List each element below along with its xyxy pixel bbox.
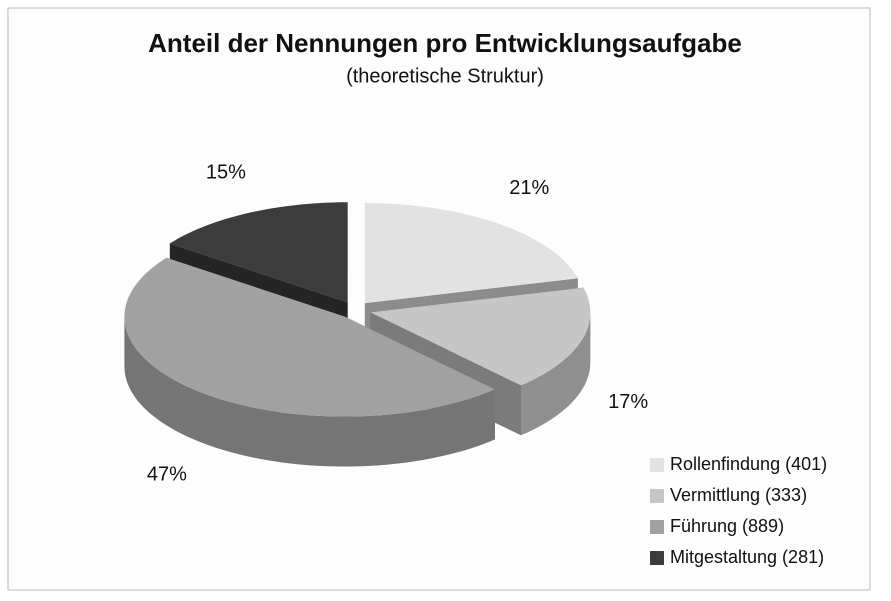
- slice: [370, 287, 591, 436]
- slice-top: [370, 287, 591, 386]
- slice-top: [124, 257, 496, 417]
- slice: [124, 257, 496, 467]
- legend-swatch: [650, 520, 664, 534]
- legend-swatch: [650, 551, 664, 565]
- data-label: 47%: [147, 464, 187, 486]
- legend-label: Führung (889): [670, 516, 784, 536]
- legend-swatch: [650, 458, 664, 472]
- slice-side: [521, 312, 591, 436]
- data-label: 21%: [509, 177, 549, 199]
- data-label: 17%: [608, 391, 648, 413]
- legend-swatch: [650, 489, 664, 503]
- slice-top: [169, 202, 348, 303]
- chart-subtitle: (theoretische Struktur): [346, 65, 544, 87]
- chart-title: Anteil der Nennungen pro Entwicklungsauf…: [148, 28, 742, 58]
- data-label: 15%: [206, 161, 246, 183]
- slice-side: [124, 316, 496, 467]
- slice-top: [364, 203, 578, 304]
- legend-label: Vermittlung (333): [670, 485, 807, 505]
- legend-label: Rollenfindung (401): [670, 454, 827, 474]
- legend-label: Mitgestaltung (281): [670, 547, 824, 567]
